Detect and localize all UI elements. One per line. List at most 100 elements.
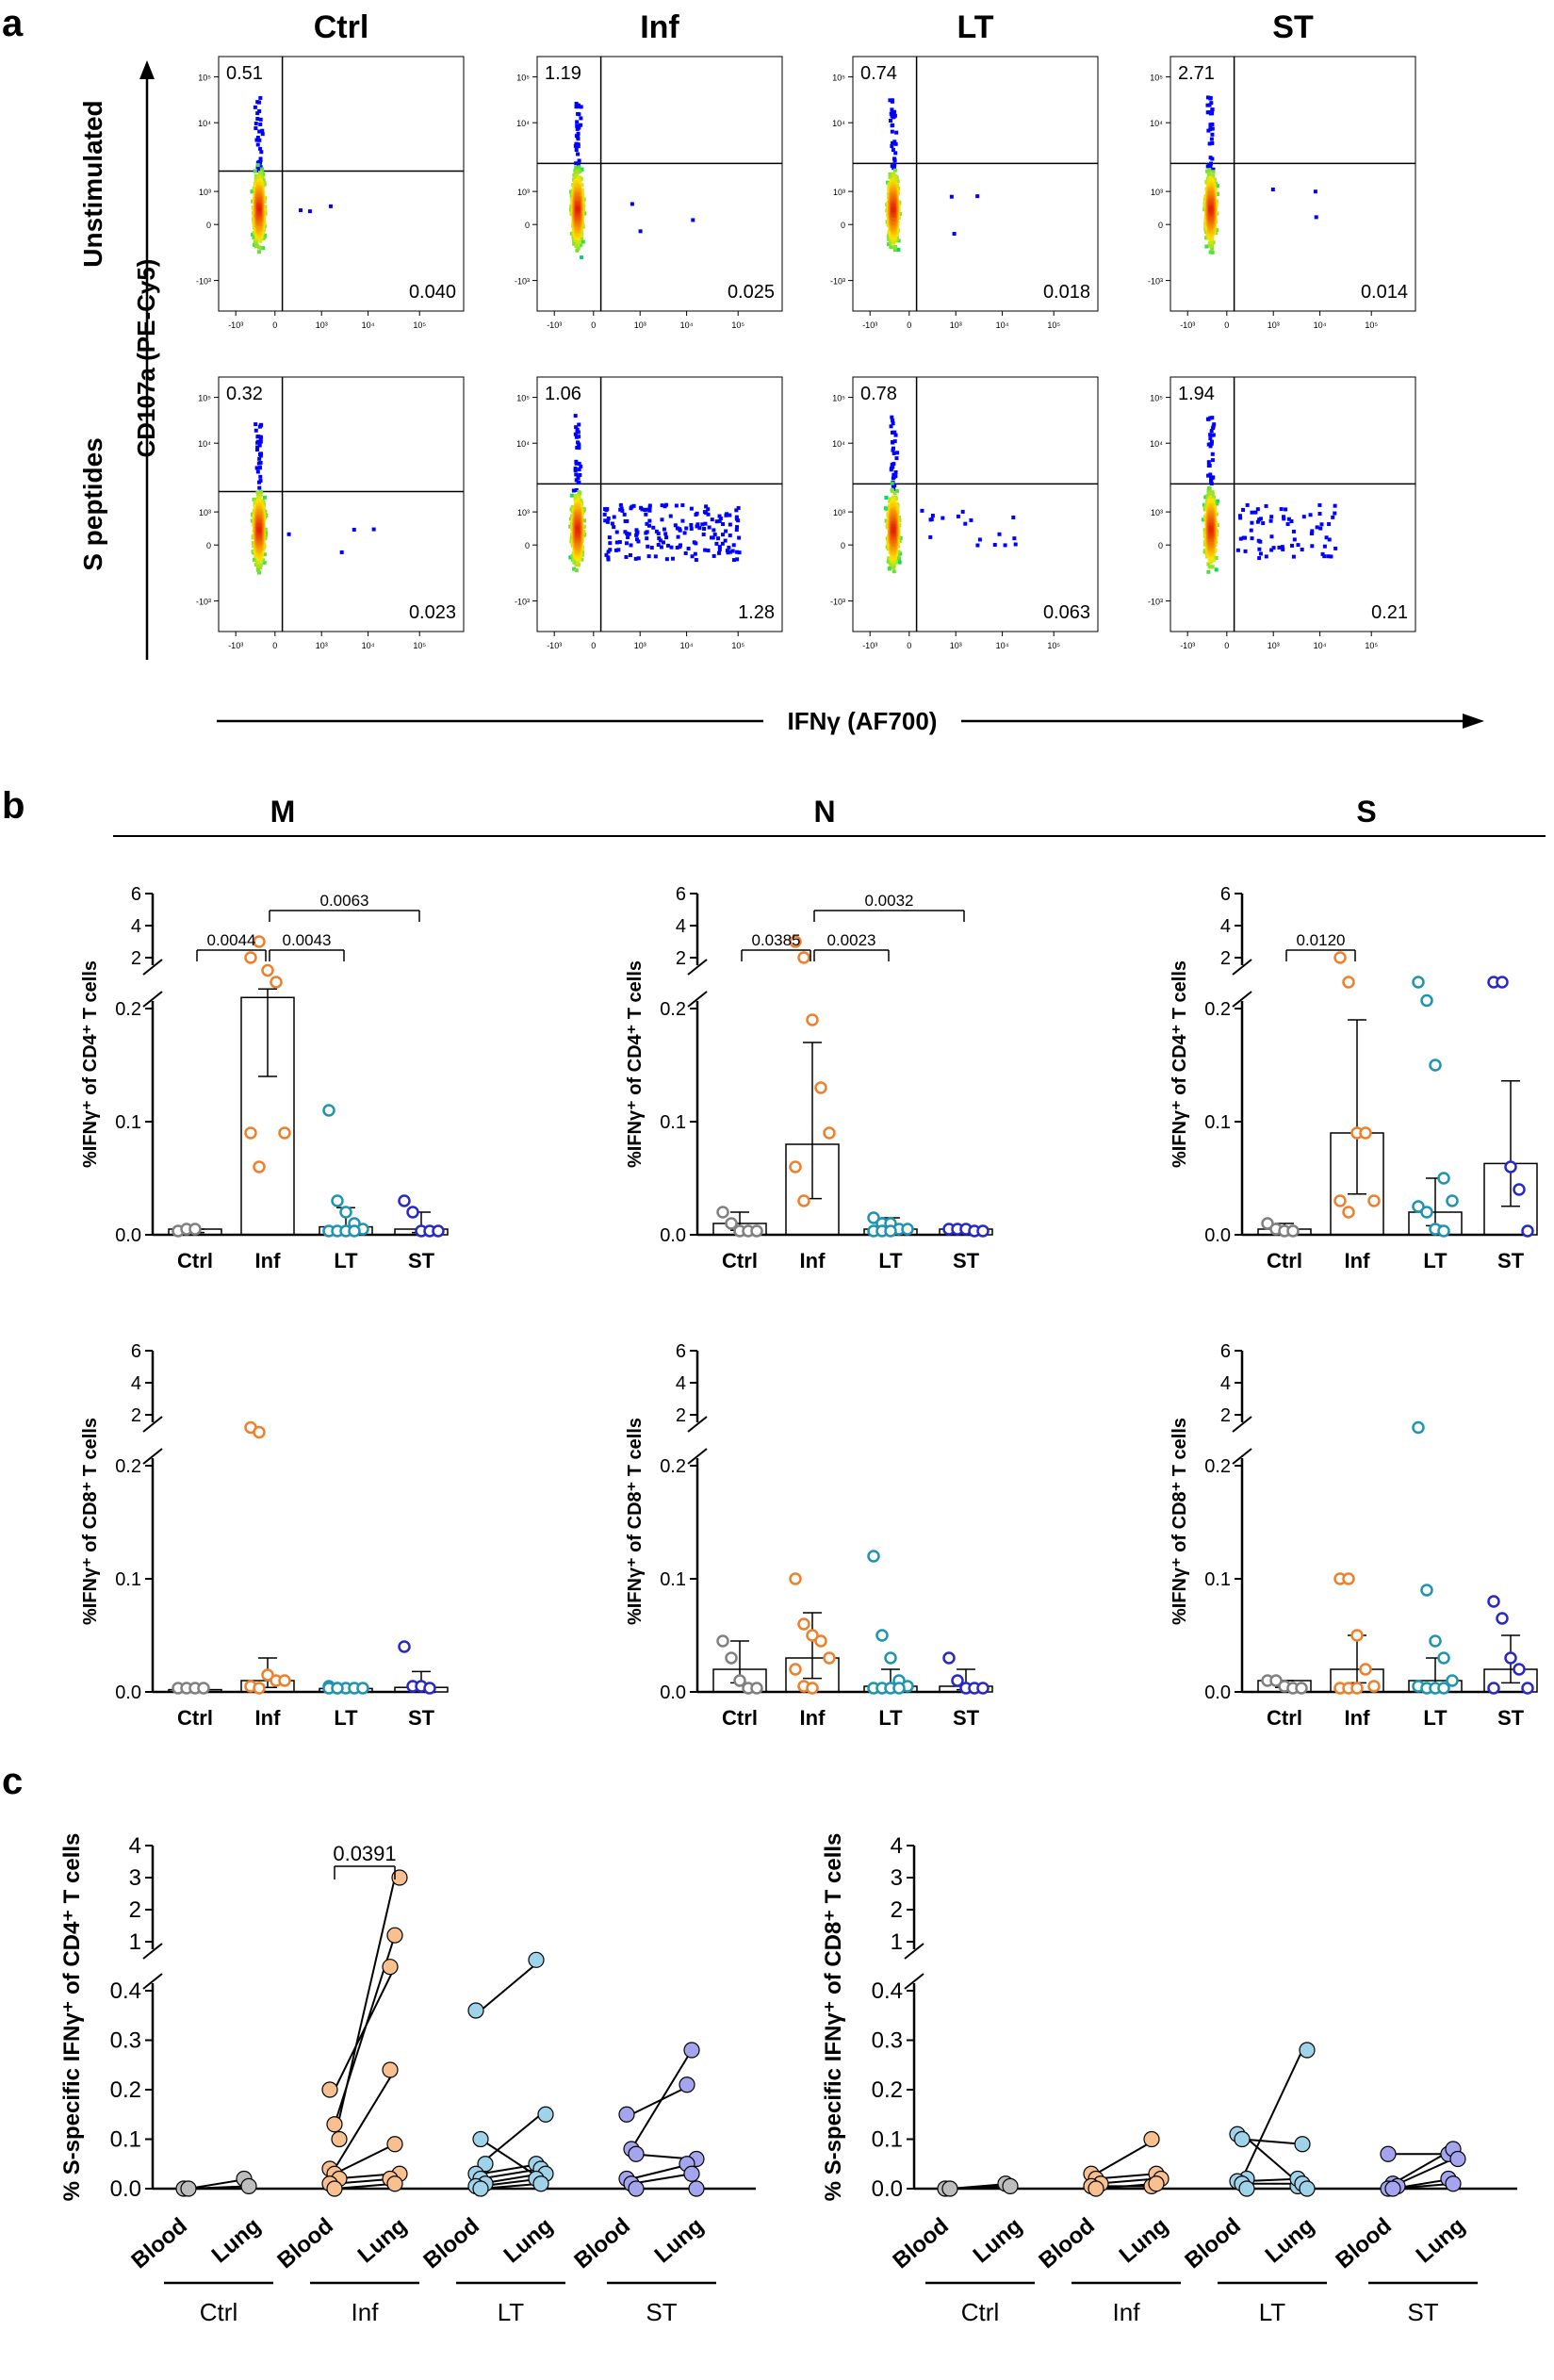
event-dot [710, 535, 714, 540]
event-dot [1209, 101, 1214, 106]
event-dot [257, 129, 262, 134]
event-dot [674, 503, 679, 508]
event-dot [574, 568, 579, 573]
event-dot [576, 246, 581, 251]
event-dot [668, 514, 673, 518]
event-dot [646, 554, 651, 559]
event-dot [1203, 236, 1208, 240]
event-dot [887, 566, 892, 570]
event-dot [256, 528, 261, 533]
event-dot [574, 459, 579, 464]
event-dot [572, 560, 577, 565]
x-tick-label: 0 [272, 641, 277, 650]
event-dot [299, 208, 303, 213]
event-dot [889, 245, 893, 250]
event-dot [612, 525, 616, 530]
event-dot [259, 489, 264, 494]
y-tick-label: 0 [206, 541, 211, 550]
x-tick-label: 0 [591, 641, 596, 650]
event-dot [1215, 192, 1219, 197]
event-dot [891, 501, 895, 505]
event-dot [572, 566, 577, 571]
x-tick-label: 0 [1224, 320, 1229, 330]
event-dot [606, 550, 611, 554]
event-dot [1208, 206, 1213, 211]
event-dot [633, 556, 638, 561]
event-dot [257, 456, 262, 461]
event-dot [892, 451, 896, 455]
event-dot [889, 468, 893, 472]
event-dot [258, 95, 263, 100]
event-dot [893, 151, 898, 156]
event-dot [890, 144, 894, 149]
event-dot [328, 204, 333, 208]
event-dot [606, 516, 611, 520]
event-dot [1206, 236, 1211, 240]
y-tick-label: 10⁴ [832, 439, 845, 449]
event-dot [730, 549, 735, 553]
event-dot [1207, 141, 1212, 146]
event-dot [624, 541, 629, 546]
event-dot [576, 498, 581, 502]
x-tick-label: 10⁵ [413, 641, 426, 650]
event-dot [257, 138, 262, 142]
event-dot [678, 545, 682, 550]
event-dot [1212, 182, 1217, 187]
event-dot [702, 527, 707, 532]
y-tick-label: 10⁴ [198, 439, 211, 449]
event-dot [717, 518, 722, 523]
event-dot [891, 484, 895, 488]
event-dot [256, 435, 261, 439]
y-tick-label: 10³ [517, 188, 530, 197]
event-dot [576, 561, 581, 566]
x-tick-label: 10³ [950, 320, 962, 330]
y-tick-label: 10³ [199, 508, 211, 517]
event-dot [723, 538, 728, 543]
event-dot [610, 521, 614, 526]
event-dot [258, 117, 263, 122]
x-axis-arrowhead [1463, 714, 1484, 729]
event-dot [1210, 107, 1215, 112]
event-dot [580, 557, 584, 562]
event-dot [721, 522, 726, 527]
x-tick-label: -10³ [1180, 320, 1195, 330]
event-dot [714, 519, 719, 524]
quadrant-lr-value: 0.025 [728, 282, 775, 303]
event-dot [890, 129, 894, 134]
event-dot [606, 555, 611, 560]
event-dot [890, 481, 894, 485]
y-tick-label: 10⁵ [198, 394, 211, 403]
y-tick-label: 10⁴ [832, 119, 845, 128]
event-dot [256, 173, 261, 178]
event-dot [647, 508, 652, 513]
event-dot [258, 435, 263, 439]
event-dot [577, 446, 581, 451]
event-dot [575, 506, 580, 511]
event-dot [602, 512, 607, 517]
event-dot [712, 553, 716, 558]
event-dot [731, 558, 736, 563]
event-dot [706, 507, 711, 512]
event-dot [714, 541, 719, 546]
event-dot [261, 246, 266, 251]
event-dot [724, 529, 728, 533]
event-dot [694, 513, 698, 517]
event-dot [631, 503, 636, 508]
event-dot [890, 430, 894, 435]
event-dot [581, 224, 585, 229]
event-dot [607, 535, 612, 540]
event-dot [710, 517, 714, 522]
event-dot [1209, 137, 1214, 141]
y-tick-label: 0 [206, 221, 211, 230]
event-dot [892, 439, 897, 444]
event-dot [580, 167, 584, 172]
event-dot [891, 440, 895, 445]
event-dot [574, 174, 579, 179]
event-dot [574, 172, 579, 176]
panel-label-b: b [2, 785, 25, 827]
event-dot [891, 238, 895, 242]
event-dot [890, 107, 894, 112]
event-dot [649, 546, 654, 550]
quadrant-ul-value: 1.06 [545, 384, 581, 404]
